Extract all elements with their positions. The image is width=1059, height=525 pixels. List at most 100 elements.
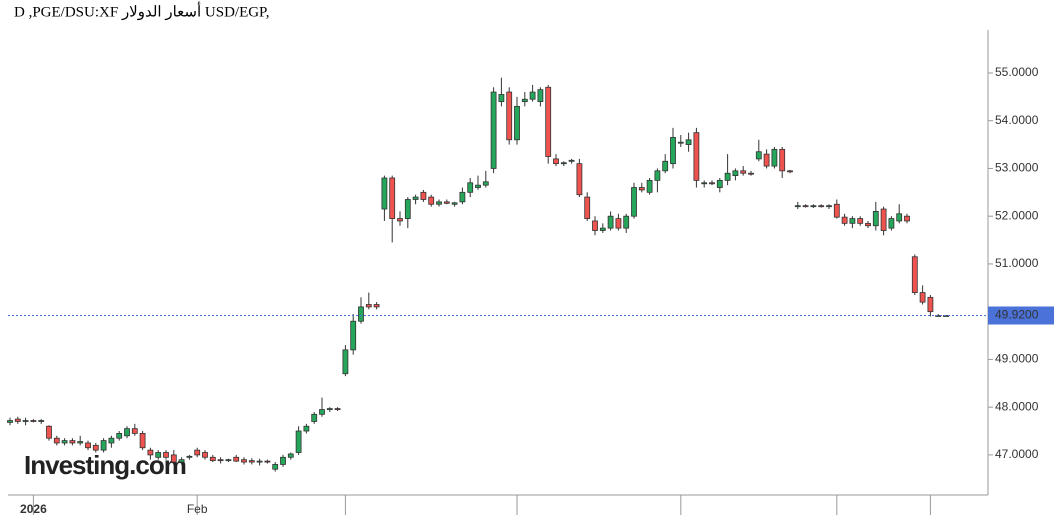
candle-body — [584, 196, 591, 219]
candle-body — [779, 148, 786, 172]
candle-body — [568, 159, 575, 162]
candle-body — [30, 420, 37, 422]
chart-title: D ,PGE/DSU:XF أسعار الدولار USD/EGP, — [14, 1, 270, 20]
x-tick-label: 2026 — [20, 502, 47, 516]
candle-body — [319, 409, 325, 415]
candle-body — [537, 89, 544, 103]
candle-body — [100, 440, 107, 451]
candle-body — [685, 139, 692, 145]
candle-body — [381, 177, 388, 210]
candle-body — [436, 201, 442, 205]
candle-body — [14, 418, 21, 422]
candle-body — [303, 425, 310, 432]
candle-body — [53, 437, 60, 444]
candle-body — [576, 163, 583, 196]
candle-body — [857, 218, 864, 224]
candle-body — [233, 456, 240, 462]
candle-body — [365, 304, 372, 308]
candle-body — [927, 296, 934, 313]
candle-body — [108, 437, 115, 444]
candle-body — [833, 203, 840, 218]
candle-body — [467, 182, 474, 193]
candle-body — [92, 444, 99, 451]
candle-body — [545, 86, 552, 157]
y-tick-label: 55.0000 — [995, 65, 1039, 79]
y-tick-label: 53.0000 — [995, 161, 1039, 175]
candle-body — [22, 420, 29, 422]
candle-body — [638, 187, 645, 191]
y-tick-label: 52.0000 — [995, 208, 1039, 222]
candle-body — [420, 191, 427, 200]
candle-body — [904, 215, 910, 222]
candle-body — [872, 211, 879, 227]
candle-body — [631, 187, 637, 217]
candle-body — [38, 420, 45, 422]
candle-body — [740, 170, 747, 174]
candle-body — [459, 191, 466, 203]
candle-body — [771, 148, 778, 167]
candle-body — [506, 91, 513, 141]
candle-body — [623, 215, 630, 229]
y-tick-label: 51.0000 — [995, 256, 1039, 270]
candle-body — [334, 408, 341, 410]
candle-body — [849, 218, 856, 224]
candle-body — [280, 456, 286, 465]
y-tick-label: 48.0000 — [995, 399, 1039, 413]
y-tick-label: 47.0000 — [995, 447, 1039, 461]
candle-body — [287, 453, 294, 458]
candle-body — [818, 205, 825, 208]
candle-body — [61, 440, 68, 444]
candle-body — [560, 162, 567, 165]
candle-body — [389, 177, 396, 219]
candle-body — [880, 208, 887, 231]
candle-body — [787, 170, 793, 173]
candle-body — [748, 172, 754, 175]
candle-body — [202, 452, 208, 458]
candle-body — [763, 153, 770, 167]
candle-body — [841, 216, 848, 224]
candle-body — [865, 222, 871, 227]
candle-body — [124, 428, 130, 437]
candle-body — [248, 460, 255, 463]
candle-body — [911, 256, 918, 293]
candle-body — [241, 459, 247, 463]
candle-body — [46, 425, 52, 439]
candle-body — [599, 227, 606, 231]
candle-body — [810, 205, 817, 208]
candle-body — [69, 440, 76, 444]
candle-body — [888, 218, 895, 229]
candle-body — [794, 205, 801, 208]
candle-body — [498, 94, 505, 103]
candle-body — [358, 306, 364, 322]
candle-body — [428, 196, 435, 205]
candle-body — [670, 137, 676, 165]
candle-body — [170, 454, 177, 463]
candle-body — [677, 141, 684, 144]
candle-body — [225, 459, 232, 462]
candle-body — [373, 304, 380, 308]
candle-body — [592, 220, 598, 231]
candle-body — [919, 292, 926, 303]
watermark: Investing.com — [24, 450, 186, 480]
y-tick-label: 49.0000 — [995, 352, 1039, 366]
candle-body — [716, 179, 723, 188]
x-tick-label: Feb — [187, 502, 208, 516]
candle-body — [482, 181, 489, 186]
candle-body — [724, 172, 731, 181]
candle-body — [709, 182, 715, 185]
candle-body — [155, 452, 162, 458]
candle-body — [342, 349, 349, 375]
candle-body — [607, 215, 614, 229]
candle-body — [412, 196, 419, 200]
candle-body — [553, 158, 559, 165]
candle-body — [272, 464, 279, 470]
candle-body — [755, 151, 762, 160]
candle-body — [826, 205, 832, 208]
candle-body — [514, 105, 520, 141]
candle-body — [295, 430, 302, 453]
candle-body — [451, 202, 458, 205]
candle-body — [732, 170, 739, 177]
candle-body — [443, 201, 450, 204]
candle-body — [178, 459, 185, 463]
